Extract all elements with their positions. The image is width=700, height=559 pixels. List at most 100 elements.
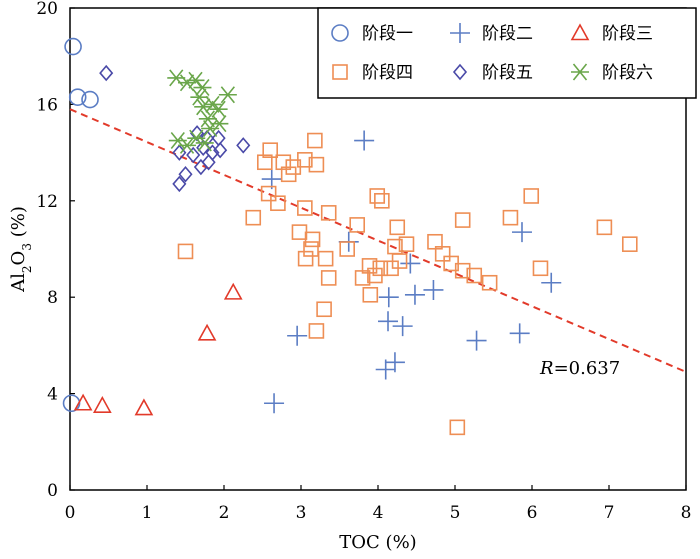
trendline [69, 108, 687, 373]
data-point-square [434, 246, 451, 262]
legend-marker-circle [331, 24, 349, 42]
data-point-square [367, 267, 383, 284]
asterisk-marker-shape [190, 88, 209, 106]
y-tick-label: 16 [36, 95, 58, 115]
data-point-plus [400, 253, 421, 274]
x-tick-label: 0 [65, 503, 76, 523]
y-tick-label: 8 [47, 288, 58, 308]
data-point-square [307, 132, 323, 149]
data-point-diamond [236, 137, 251, 154]
data-points-layer [62, 37, 638, 436]
legend-label: 阶段二 [482, 24, 533, 44]
data-point-square [391, 253, 408, 269]
x-tick-label: 6 [527, 503, 538, 523]
plus-marker-shape [264, 393, 285, 414]
square-marker-shape [270, 195, 286, 212]
asterisk-marker-shape [193, 79, 212, 97]
asterisk-marker-shape [218, 86, 237, 104]
data-point-square [297, 152, 313, 168]
square-marker-shape [466, 267, 483, 284]
data-point-triangle [134, 398, 154, 416]
square-marker-shape [308, 156, 325, 173]
triangle-marker-shape [73, 393, 93, 411]
plus-marker-shape [450, 23, 470, 43]
data-point-square [308, 323, 325, 339]
data-point-square [532, 260, 549, 277]
data-point-plus [287, 325, 308, 346]
data-point-square [316, 301, 332, 318]
square-marker-shape [177, 243, 194, 260]
square-marker-shape [297, 152, 313, 168]
data-point-square [389, 219, 406, 236]
data-point-diamond [178, 166, 193, 183]
asterisk-marker-shape [178, 136, 197, 154]
square-marker-shape [320, 205, 337, 221]
data-point-triangle [197, 323, 217, 341]
data-point-square [354, 270, 371, 286]
diamond-marker-shape [201, 154, 216, 171]
data-point-diamond [213, 141, 228, 159]
data-point-plus [541, 272, 562, 293]
square-marker-shape [532, 260, 549, 277]
plus-marker-shape [400, 253, 421, 274]
data-point-square [245, 209, 262, 226]
plus-marker-shape [466, 330, 487, 351]
data-point-asterisk [190, 88, 209, 106]
data-point-square [297, 250, 314, 267]
square-marker-shape [280, 166, 297, 183]
plus-marker-shape [287, 325, 308, 346]
x-tick-label: 4 [373, 503, 384, 523]
legend-box [317, 7, 697, 99]
y-tick-label: 20 [36, 0, 58, 19]
legend-label: 阶段三 [602, 24, 653, 44]
diamond-marker-shape [99, 64, 114, 82]
y-tick-label: 4 [47, 385, 58, 405]
asterisk-marker-shape [571, 63, 589, 81]
square-marker-shape [454, 212, 471, 228]
diamond-marker-shape [172, 175, 187, 193]
data-point-diamond [99, 64, 114, 82]
triangle-marker-shape [92, 395, 112, 413]
square-marker-shape [481, 274, 498, 291]
legend-label: 阶段六 [602, 63, 653, 83]
square-marker-shape [523, 188, 540, 204]
square-marker-shape [391, 253, 408, 269]
square-marker-shape [389, 219, 406, 236]
legend-label: 阶段一 [362, 24, 413, 44]
data-point-square [374, 193, 390, 209]
legend-marker-asterisk [571, 63, 589, 81]
circle-marker-shape [81, 90, 99, 109]
diamond-marker-shape [236, 137, 251, 154]
square-marker-shape [257, 154, 273, 171]
x-tick-label: 8 [681, 503, 692, 523]
data-point-diamond [201, 154, 216, 171]
circle-marker-shape [331, 24, 349, 42]
data-point-plus [354, 130, 375, 151]
data-point-asterisk [186, 71, 205, 89]
circle-marker-shape [62, 394, 81, 413]
triangle-marker-shape [223, 282, 243, 300]
x-tick-label: 5 [450, 503, 461, 523]
data-point-plus [404, 284, 425, 305]
data-point-plus [423, 279, 444, 300]
square-marker-shape [367, 267, 383, 284]
legend-marker-plus [450, 23, 470, 43]
data-point-square [297, 200, 313, 216]
plus-marker-shape [541, 272, 562, 293]
data-point-square [262, 142, 279, 158]
data-point-asterisk [195, 134, 214, 152]
square-marker-shape [291, 224, 308, 240]
square-marker-shape [297, 200, 313, 216]
legend-marker-diamond [452, 63, 468, 81]
square-marker-shape [260, 185, 277, 202]
data-point-square [481, 274, 498, 291]
data-point-square [317, 250, 334, 267]
plus-marker-shape [378, 311, 399, 332]
data-point-square [260, 185, 277, 202]
square-marker-shape [339, 241, 356, 257]
data-point-square [362, 286, 379, 303]
square-marker-shape [317, 250, 334, 267]
plus-marker-shape [354, 130, 375, 151]
data-point-square [454, 212, 471, 228]
